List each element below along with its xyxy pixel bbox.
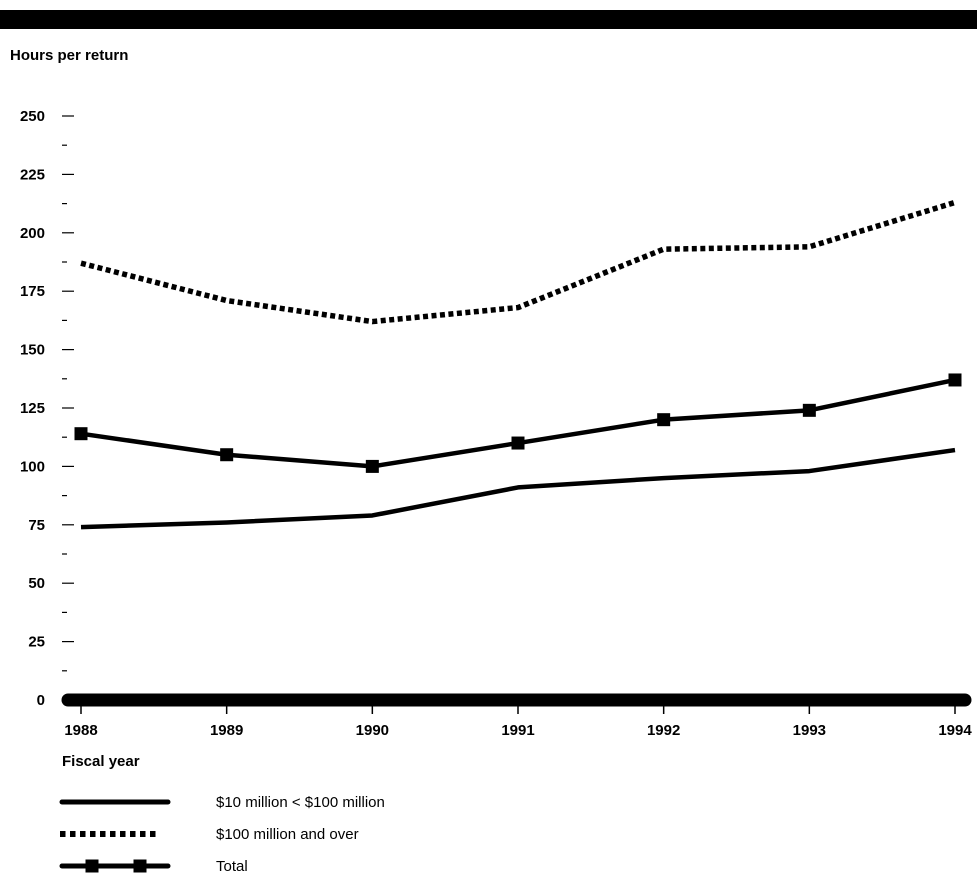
y-axis-title: Hours per return [10,47,128,64]
x-axis: 1988 1989 1990 1991 1992 1993 1994 [61,693,972,739]
series-point [948,373,962,387]
y-tick-label: 100 [20,458,45,475]
y-tick-label: 150 [20,342,45,359]
series-point [511,436,525,450]
series-line-1 [80,199,956,325]
series-layer [74,199,962,530]
x-tick-label: 1989 [210,722,243,739]
legend-marker [85,859,99,873]
x-tick-label: 1993 [793,722,826,739]
series-point [657,413,671,427]
legend-marker [133,859,147,873]
y-tick-label: 75 [28,517,45,534]
x-axis-title: Fiscal year [62,753,140,770]
legend-label: $100 million and over [216,826,359,843]
y-tick-label: 0 [37,692,45,709]
y-axis: 0 25 50 75 100 125 150 175 200 225 250 [20,108,74,709]
y-tick-label: 225 [20,166,45,183]
y-tick-label: 25 [28,634,45,651]
x-tick-label: 1992 [647,722,680,739]
x-tick-label: 1994 [938,722,972,739]
series-point [74,427,88,441]
y-tick-label: 175 [20,283,45,300]
series-point [802,403,816,417]
y-tick-label: 250 [20,108,45,125]
legend: $10 million < $100 million $100 million a… [59,794,385,875]
y-tick-label: 125 [20,400,45,417]
series-point [365,459,379,473]
header-bar [0,10,977,29]
x-tick-label: 1990 [356,722,389,739]
legend-label: Total [216,858,248,875]
series-line-2 [80,377,956,469]
series-point [220,448,234,462]
x-tick-label: 1991 [501,722,534,739]
y-tick-label: 50 [28,575,45,592]
series-line-0 [80,447,956,530]
y-tick-label: 200 [20,225,45,242]
x-tick-label: 1988 [64,722,97,739]
legend-label: $10 million < $100 million [216,794,385,811]
